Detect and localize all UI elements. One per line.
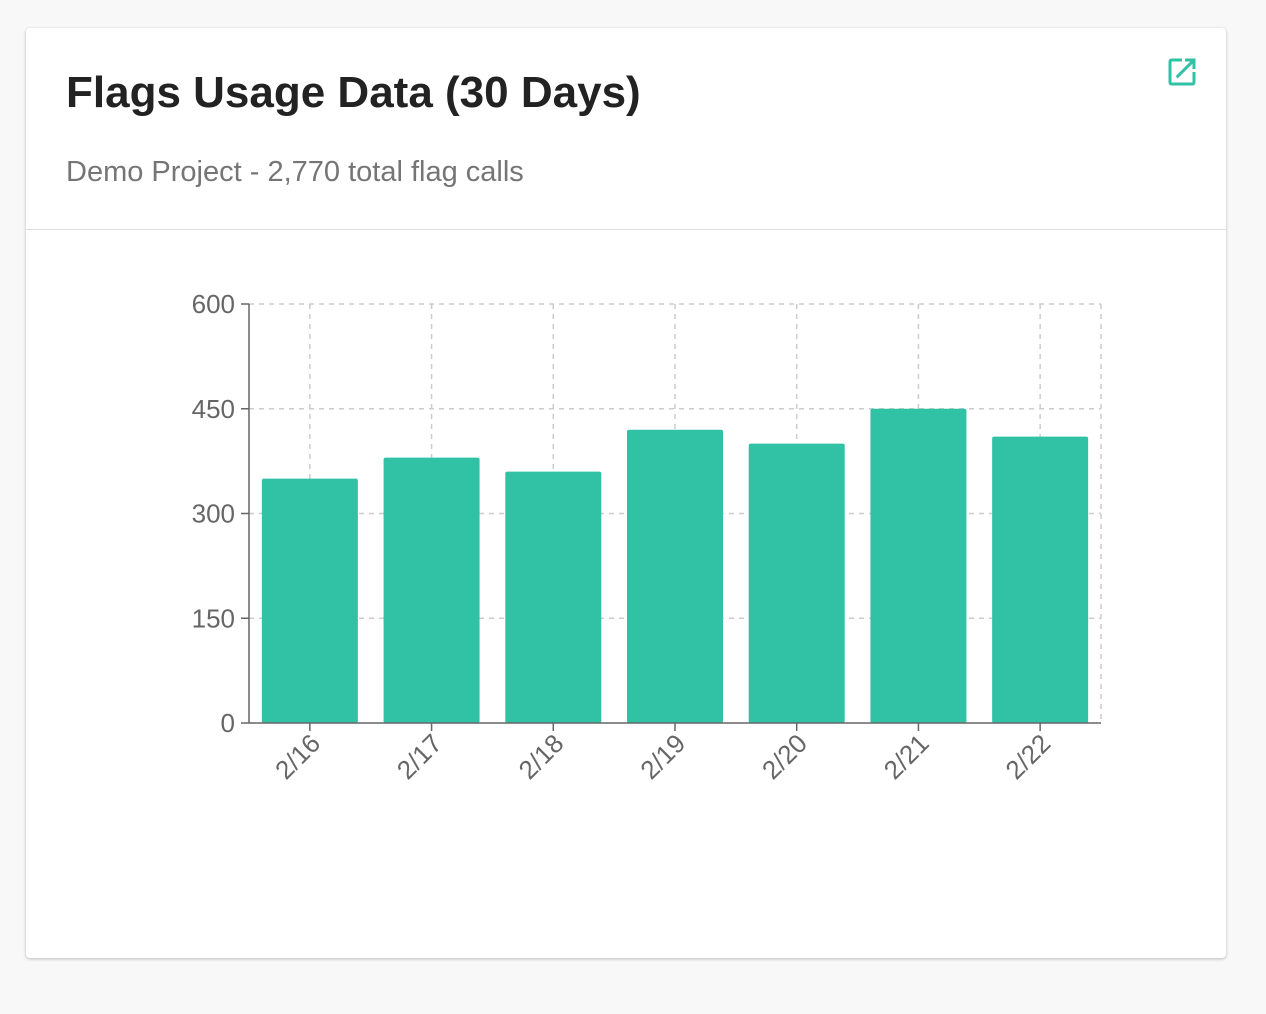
bar-2/20 [748,443,845,723]
x-tick-label: 2/21 [878,728,935,785]
bar-2/17 [383,457,480,723]
x-tick-label: 2/22 [999,728,1056,785]
y-tick-label: 0 [221,708,235,738]
card-header: Flags Usage Data (30 Days) Demo Project … [26,28,1226,230]
y-tick-label: 150 [192,603,235,633]
card-subtitle: Demo Project - 2,770 total flag calls [66,156,524,188]
bar-2/16 [261,478,358,723]
y-tick-label: 300 [192,499,235,529]
bar-2/22 [992,436,1089,723]
x-tick-label: 2/17 [391,728,448,785]
open-in-new-icon[interactable] [1164,54,1200,90]
x-tick-label: 2/18 [513,728,570,785]
bar-2/19 [627,429,723,723]
x-tick-label: 2/16 [269,728,326,785]
y-tick-label: 450 [192,394,235,424]
card-title: Flags Usage Data (30 Days) [66,68,641,117]
x-tick-label: 2/19 [634,728,691,785]
bar-2/21 [870,408,967,723]
x-tick-label: 2/20 [756,728,813,785]
y-tick-label: 600 [192,289,235,319]
bar-2/18 [505,471,602,723]
